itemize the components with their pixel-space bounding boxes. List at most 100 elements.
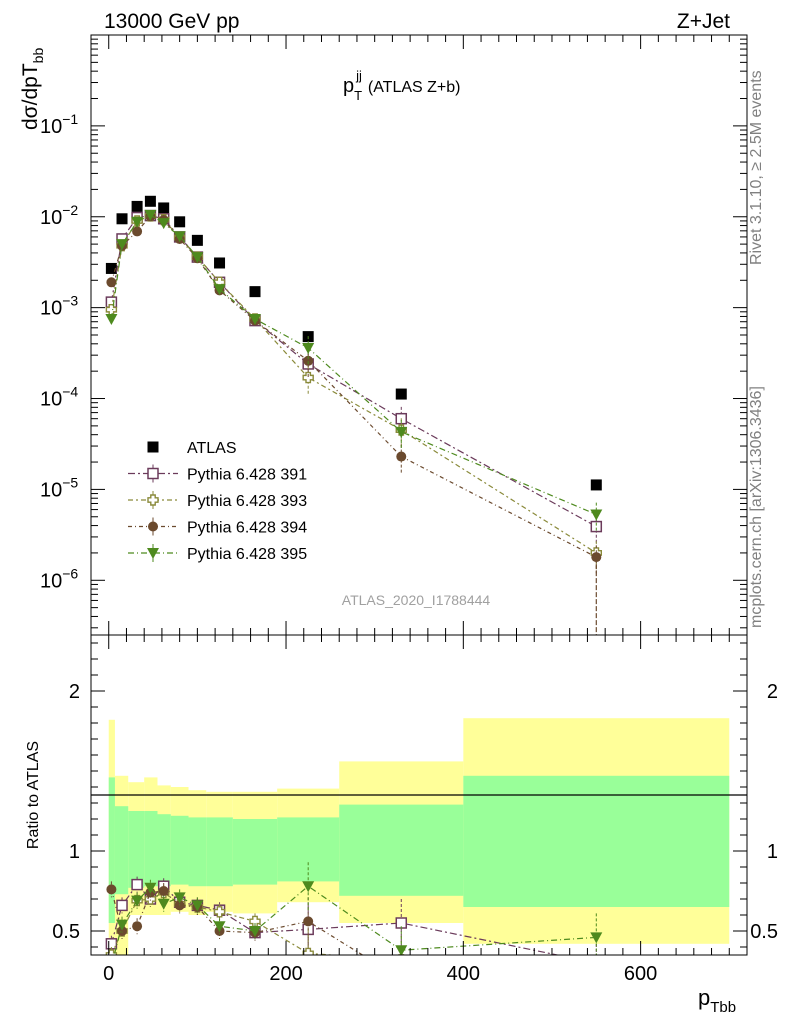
ratio-point — [132, 921, 143, 932]
ratio-point — [591, 958, 601, 968]
header-right-label: Z+Jet — [677, 10, 730, 33]
ratio-point — [173, 892, 186, 904]
uncertainty-band-green — [277, 817, 340, 882]
data-point — [303, 355, 314, 366]
ratio-point — [398, 954, 405, 955]
data-point — [116, 239, 129, 251]
ratio-point — [116, 899, 128, 912]
main-y-tick-label: 10−2 — [40, 202, 78, 229]
ratio-y-tick-label-right: 2 — [767, 681, 778, 703]
ratio-point — [395, 945, 408, 955]
uncertainty-band-green — [188, 817, 207, 887]
uncertainty-band-green — [170, 815, 189, 885]
uncertainty-band-green — [232, 819, 278, 885]
header-left-label: 13000 GeV pp — [104, 10, 239, 33]
mcplots-label: mcplots.cern.ch [arXiv:1306.3436] — [748, 386, 765, 628]
legend-entry-label: Pythia 6.428 393 — [187, 493, 307, 510]
ratio-point — [131, 878, 143, 891]
legend-entry-label: Pythia 6.428 395 — [187, 546, 307, 563]
ratio-y-axis-label: Ratio to ATLAS — [25, 741, 42, 849]
ratio-point — [116, 919, 129, 931]
data-point — [105, 262, 117, 274]
ratio-point — [591, 980, 601, 990]
data-point — [395, 388, 407, 400]
ratio-point — [396, 974, 406, 984]
uncertainty-band-green — [144, 811, 158, 887]
ratio-y-tick-label-right: 1 — [767, 841, 778, 863]
ratio-series-line — [113, 885, 597, 955]
uncertainty-band-green — [206, 817, 233, 887]
uncertainty-band-green — [463, 775, 730, 907]
data-point — [106, 277, 117, 288]
x-axis-label-sub: Tbb — [710, 999, 736, 1016]
legend-entry-label: ATLAS — [187, 440, 237, 457]
x-tick-label: 400 — [447, 963, 480, 985]
ratio-point — [213, 906, 226, 918]
ratio-y-tick-label-left: 1 — [69, 841, 80, 863]
ratio-point — [106, 884, 117, 895]
legend-marker — [147, 441, 159, 453]
main-y-axis-label-sub: bb — [30, 48, 46, 64]
data-point — [249, 313, 261, 325]
chart-title: pTjj (ATLAS Z+b) — [343, 68, 460, 103]
legend: ATLAS Pythia 6.428 391 Pythia 6.428 393 Pyt… — [128, 440, 307, 563]
data-point — [249, 286, 261, 298]
legend-marker — [147, 467, 159, 480]
uncertainty-band-green — [128, 811, 145, 888]
data-point — [144, 209, 157, 221]
data-point — [395, 426, 408, 438]
data-point — [302, 371, 314, 384]
ratio-point — [302, 881, 315, 893]
x-tick-label: 600 — [624, 963, 657, 985]
main-y-tick-label: 10−6 — [40, 565, 78, 592]
main-plot-area: 10−6 10−5 10−4 10−3 10−2 10−1 — [40, 34, 748, 636]
ratio-point — [213, 921, 226, 933]
data-point — [191, 252, 204, 264]
series-line — [110, 215, 597, 554]
data-point — [396, 451, 407, 462]
data-point — [590, 479, 602, 491]
legend-marker — [148, 521, 158, 532]
data-point — [213, 284, 226, 296]
data-point — [132, 226, 143, 237]
main-y-tick-label: 10−5 — [40, 474, 78, 501]
series-line — [110, 214, 597, 528]
series-line — [110, 215, 597, 558]
ratio-y-tick-label-right: 0.5 — [750, 921, 778, 943]
data-point — [214, 257, 226, 269]
chart-title-rest: (ATLAS Z+b) — [368, 79, 461, 96]
data-point — [158, 202, 170, 214]
ratio-point — [158, 886, 169, 896]
main-y-tick-label: 10−3 — [40, 293, 78, 320]
ratio-plot-area: 0.5 0.5 1 1 2 2 0 200 400 600 — [52, 634, 778, 990]
ratio-point — [302, 947, 314, 955]
legend-entry-label: Pythia 6.428 394 — [187, 520, 307, 537]
series-line — [110, 214, 597, 516]
data-point — [144, 195, 156, 207]
ratio-point — [144, 882, 157, 894]
main-y-tick-label: 10−4 — [40, 384, 78, 411]
uncertainty-band-green — [114, 806, 129, 895]
ratio-point — [249, 926, 261, 937]
ratio-point — [191, 900, 204, 912]
data-point — [590, 520, 603, 533]
legend-entry-label: Pythia 6.428 391 — [187, 467, 307, 484]
legend-marker — [147, 494, 159, 506]
ratio-y-tick-label-left: 2 — [69, 681, 80, 703]
data-point — [131, 216, 144, 228]
x-tick-label: 200 — [269, 963, 302, 985]
data-point — [191, 234, 203, 246]
data-point — [302, 342, 315, 354]
data-point — [116, 213, 128, 225]
ratio-point — [131, 895, 144, 907]
uncertainty-band-green — [339, 804, 464, 896]
legend-marker — [147, 548, 159, 559]
uncertainty-band-green — [108, 777, 115, 923]
data-point — [131, 200, 143, 212]
ratio-y-tick-label-left: 0.5 — [52, 921, 80, 943]
ratio-point — [591, 977, 601, 987]
main-y-tick-label: 10−1 — [40, 111, 78, 138]
ratio-point — [157, 898, 170, 910]
ratio-point — [117, 926, 128, 936]
